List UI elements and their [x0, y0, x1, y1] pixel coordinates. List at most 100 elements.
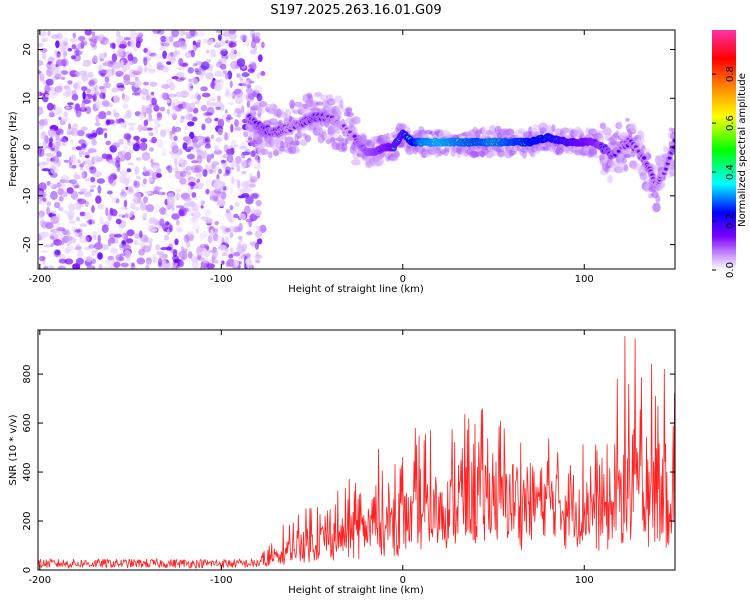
noise-blob	[44, 85, 51, 94]
noise-blob	[166, 108, 171, 115]
noise-blob	[75, 257, 84, 265]
noise-blob	[124, 206, 128, 210]
noise-blob	[160, 92, 168, 100]
noise-blob	[213, 187, 223, 194]
noise-blob	[66, 242, 71, 247]
noise-blob	[158, 190, 162, 196]
noise-blob	[55, 53, 62, 59]
noise-blob	[58, 196, 64, 202]
signal-halo-blob	[599, 122, 606, 129]
noise-blob	[205, 179, 213, 188]
noise-blob	[69, 37, 79, 43]
noise-blob	[96, 178, 105, 184]
noise-blob	[53, 145, 60, 153]
noise-blob	[218, 73, 227, 77]
noise-blob	[85, 106, 92, 115]
noise-blob	[94, 122, 101, 126]
noise-blob	[245, 87, 253, 94]
noise-blob	[73, 185, 80, 189]
noise-blob	[176, 66, 185, 71]
noise-blob	[68, 123, 72, 130]
noise-blob	[102, 244, 109, 251]
noise-blob	[149, 147, 155, 152]
signal-halo-blob	[623, 164, 629, 172]
noise-blob	[86, 219, 96, 225]
noise-blob	[67, 47, 73, 52]
noise-blob	[80, 40, 85, 49]
noise-blob	[112, 62, 117, 71]
noise-blob	[164, 128, 170, 134]
noise-blob	[238, 213, 246, 220]
noise-blob	[160, 45, 165, 51]
noise-blob	[208, 97, 217, 102]
noise-blob	[171, 30, 179, 38]
noise-blob	[63, 235, 73, 242]
signal-halo-blob	[256, 136, 264, 141]
noise-blob	[45, 222, 54, 229]
noise-blob	[204, 244, 209, 249]
noise-blob	[101, 53, 107, 59]
noise-blob	[91, 139, 97, 146]
noise-blob	[54, 249, 61, 256]
noise-blob	[185, 136, 192, 141]
signal-halo-blob	[393, 150, 400, 158]
noise-blob	[45, 94, 49, 98]
noise-blob	[38, 70, 42, 74]
noise-blob	[71, 93, 79, 101]
noise-blob	[191, 192, 197, 198]
noise-blob	[197, 182, 201, 186]
noise-blob	[160, 35, 167, 42]
spectrogram-xlabel: Height of straight line (km)	[288, 284, 424, 295]
noise-blob	[79, 211, 86, 217]
noise-blob	[179, 177, 187, 185]
noise-blob	[48, 55, 54, 63]
noise-blob	[232, 252, 241, 257]
noise-blob	[75, 48, 80, 57]
noise-blob	[77, 198, 87, 205]
noise-blob	[83, 191, 92, 198]
signal-halo-blob	[647, 153, 652, 160]
noise-blob	[178, 58, 184, 66]
noise-blob	[62, 179, 72, 184]
noise-blob	[59, 207, 64, 212]
noise-blob	[194, 211, 201, 219]
noise-blob	[246, 231, 253, 236]
noise-blob	[222, 186, 227, 191]
noise-blob	[81, 86, 88, 91]
noise-blob	[201, 123, 206, 131]
signal-halo-blob	[590, 148, 598, 156]
noise-blob	[166, 196, 175, 206]
noise-blob	[120, 59, 124, 69]
noise-blob	[146, 118, 154, 122]
noise-blob	[95, 157, 104, 162]
noise-blob	[201, 257, 209, 264]
noise-blob	[169, 224, 173, 233]
noise-blob	[215, 106, 222, 110]
noise-blob	[228, 225, 236, 234]
snr-ylabel: SNR (10 * v/v)	[8, 414, 19, 485]
noise-blob	[43, 37, 49, 42]
noise-blob	[257, 54, 263, 62]
noise-blob	[219, 48, 228, 52]
noise-blob	[64, 258, 74, 265]
spectrogram-heatmap	[38, 30, 675, 269]
noise-blob	[233, 112, 238, 116]
signal-halo-blob	[289, 99, 295, 109]
noise-blob	[140, 88, 149, 96]
noise-blob	[42, 51, 47, 60]
snr-panel: -200 -100 0 100 0 200 400 600 800 Height of stra…	[8, 329, 676, 596]
noise-blob	[239, 141, 246, 149]
noise-blob	[95, 100, 102, 109]
noise-blob	[88, 219, 93, 225]
noise-blob	[98, 34, 105, 39]
noise-blob	[81, 171, 85, 180]
noise-blob	[43, 244, 52, 248]
snr-series-line	[38, 336, 675, 570]
noise-blob	[122, 232, 126, 241]
noise-blob	[56, 227, 66, 232]
noise-blob	[111, 142, 120, 149]
noise-blob	[107, 159, 115, 164]
signal-halo-blob	[652, 202, 661, 213]
noise-blob	[183, 31, 192, 36]
